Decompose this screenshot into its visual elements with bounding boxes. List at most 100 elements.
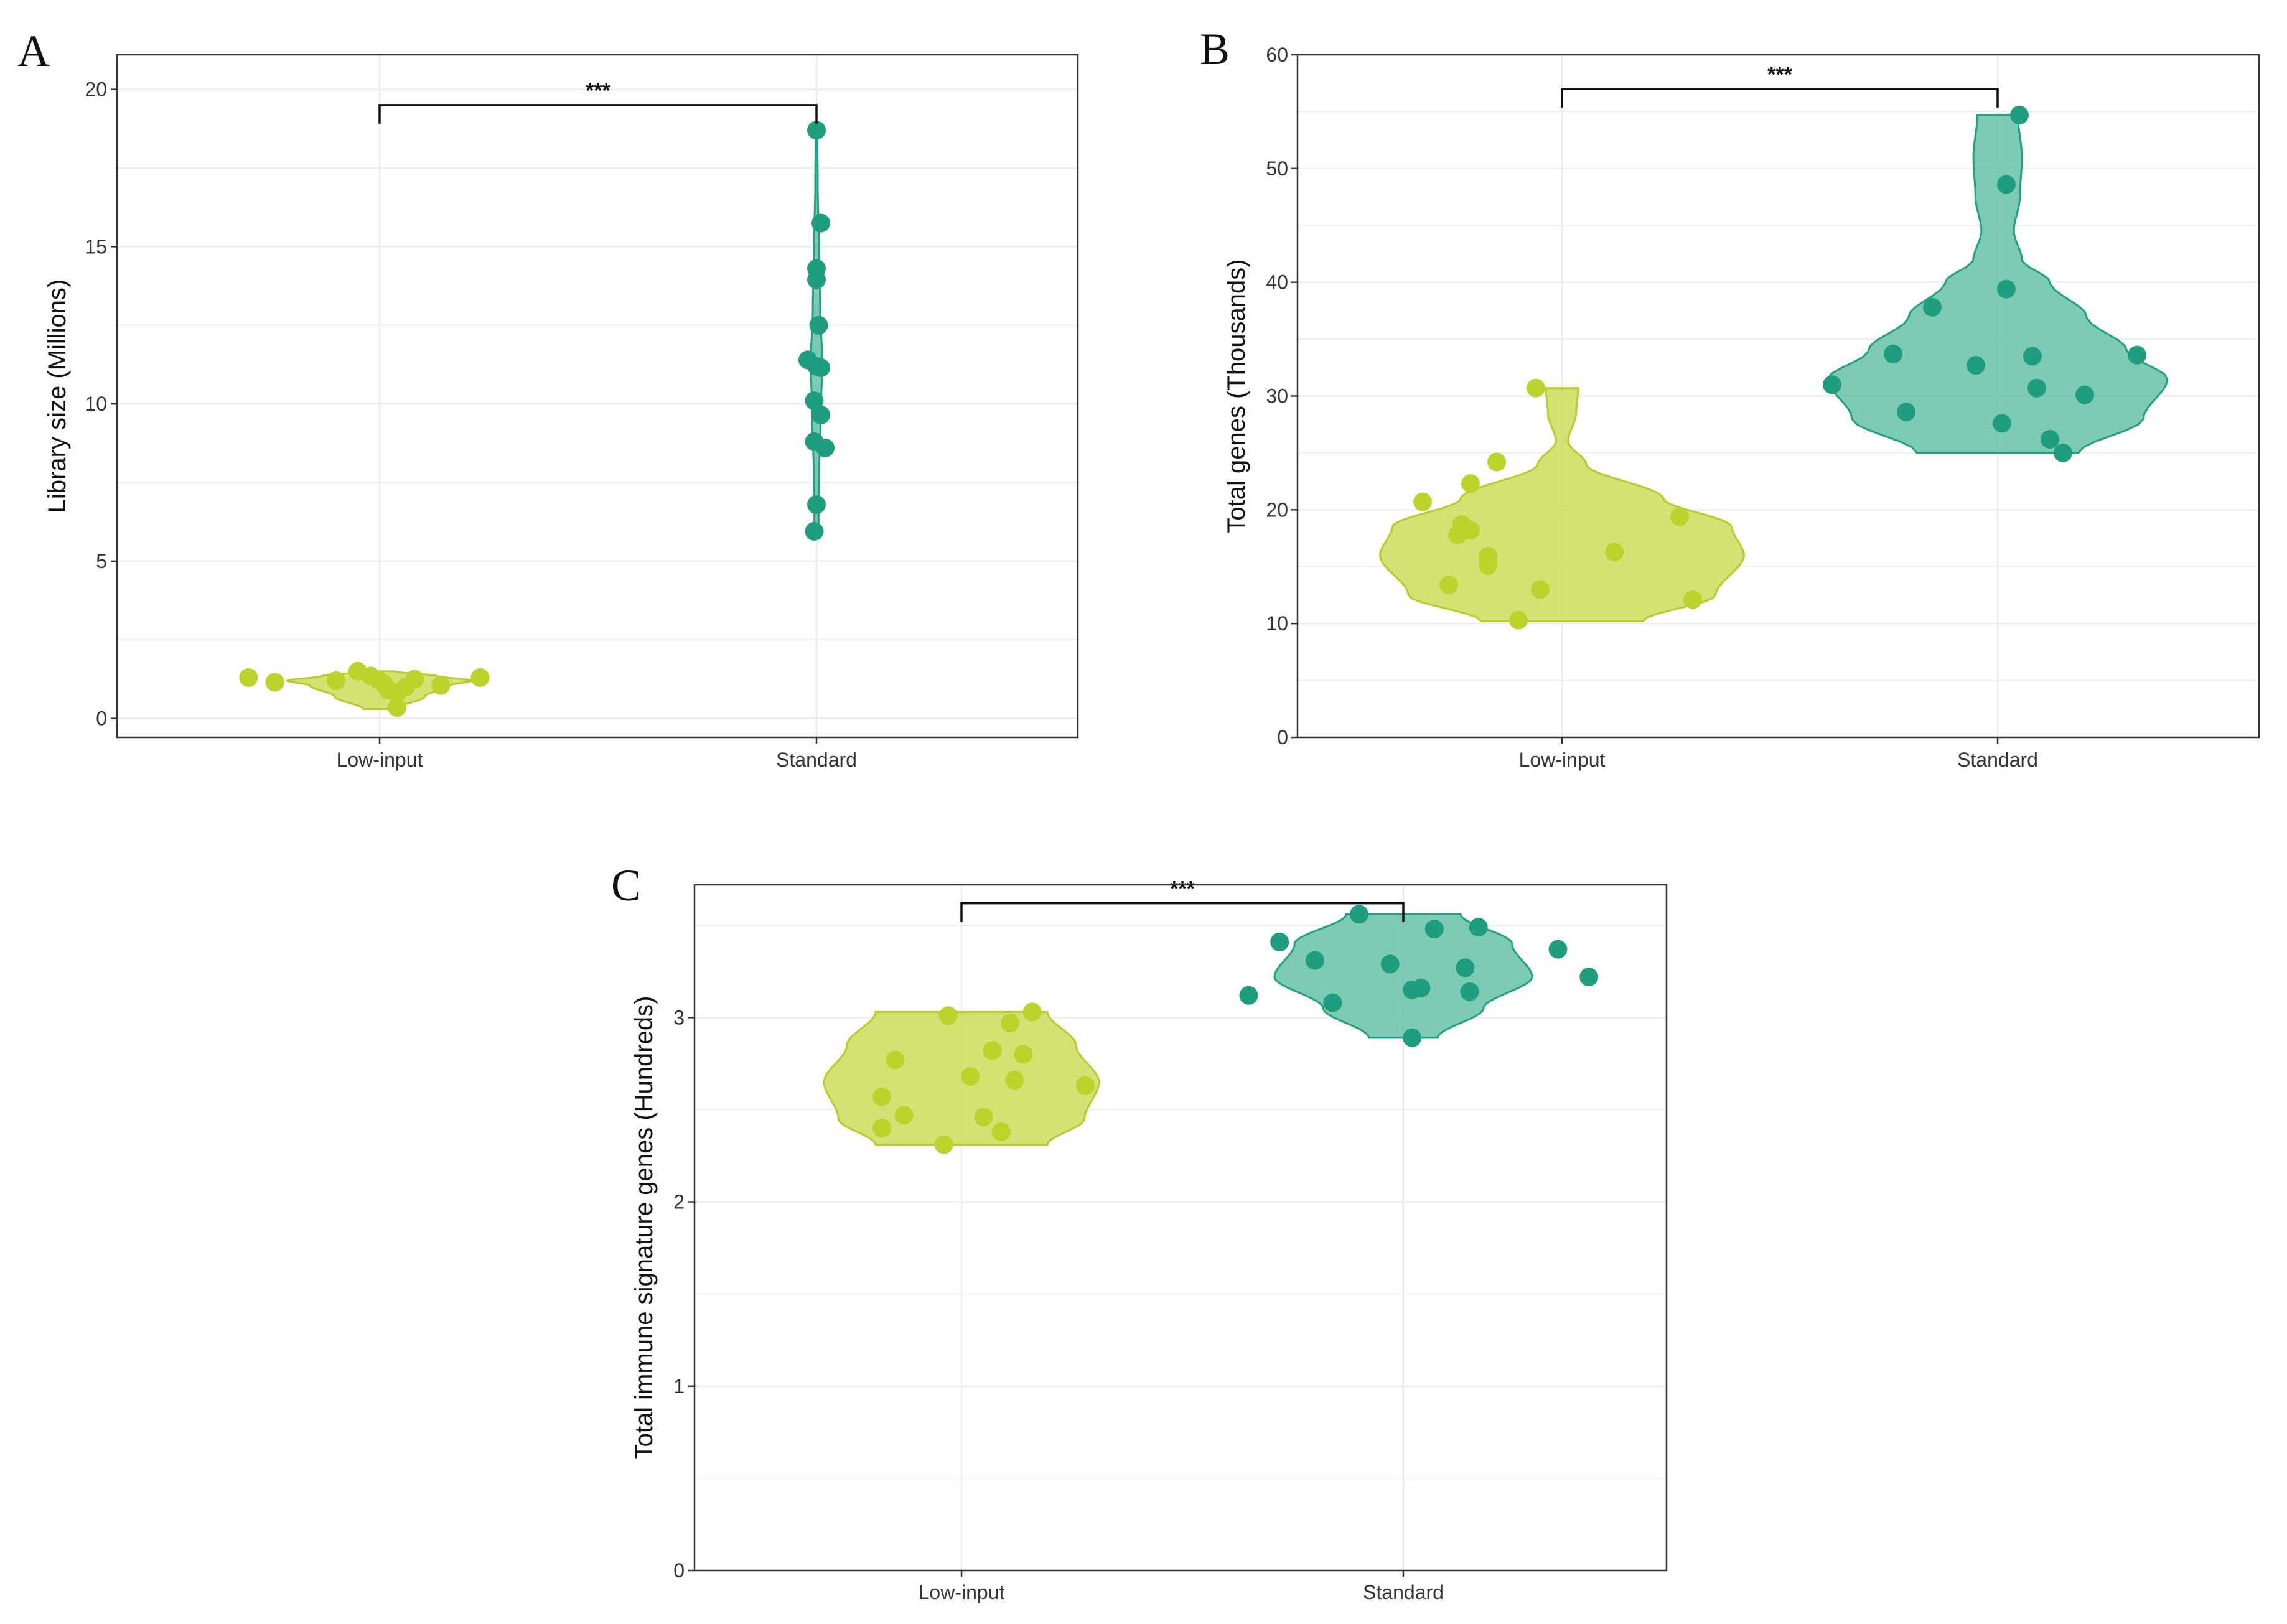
data-point [886, 1050, 905, 1070]
data-point [1306, 951, 1324, 970]
panel-c-letter: C [611, 861, 641, 910]
data-point [938, 1006, 958, 1025]
panel-c: C *** 0 1 2 3 Low-input Standard Total immune s… [611, 861, 1668, 1603]
y-tick-label: 0 [673, 1559, 685, 1582]
plot-background [117, 55, 1078, 737]
panel-a-letter: A [17, 26, 50, 76]
data-point [961, 1067, 980, 1086]
y-axis-title: Total genes (Thousands) [1223, 259, 1250, 533]
plot-b: *** 0 10 20 30 40 50 60 Low-input Standard Total g… [1223, 44, 2260, 771]
data-point [1460, 982, 1479, 1001]
x-tick-label: Standard [1957, 749, 2038, 771]
plot-background [695, 885, 1667, 1570]
data-point [1548, 940, 1568, 959]
data-point [1884, 344, 1902, 363]
y-tick-label: 3 [673, 1006, 685, 1029]
plot-a: *** 0 5 10 15 20 Low-input Standard Library size… [44, 54, 1079, 771]
y-tick-label: 40 [1266, 271, 1288, 294]
data-point [2128, 345, 2146, 365]
y-tick-label: 10 [1266, 612, 1288, 635]
data-point [811, 213, 831, 233]
y-tick-label: 5 [96, 550, 107, 572]
data-point [1993, 414, 2011, 433]
data-point [809, 315, 828, 335]
data-point [2027, 378, 2046, 398]
y-tick-label: 10 [85, 393, 107, 415]
significance-label: *** [1767, 63, 1792, 86]
panel-a: A *** 0 5 10 15 20 Low-input Standard Library si… [17, 26, 1079, 771]
data-point [1424, 920, 1444, 939]
data-point [1967, 356, 1985, 375]
data-point [1923, 297, 1942, 317]
data-point [1897, 403, 1915, 422]
data-point [1456, 958, 1475, 978]
panel-b-letter: B [1200, 24, 1230, 74]
plot-frame [116, 54, 1079, 739]
y-tick-label: 0 [96, 707, 107, 730]
data-point [1323, 993, 1342, 1012]
data-point [431, 676, 451, 695]
violin-standard [1826, 114, 2169, 454]
x-tick-label: Low-input [919, 1581, 1005, 1603]
data-point [1605, 542, 1624, 561]
data-point [2054, 443, 2072, 462]
data-point [1439, 576, 1458, 595]
data-point [816, 438, 835, 457]
data-point [1479, 556, 1497, 575]
data-point [974, 1108, 993, 1127]
data-point [1448, 525, 1467, 544]
data-point [326, 671, 345, 691]
data-point [1270, 932, 1289, 951]
data-point [1997, 279, 2016, 299]
data-point [1403, 1028, 1422, 1047]
data-point [2023, 347, 2042, 366]
data-point [807, 495, 826, 514]
y-tick-label: 60 [1266, 44, 1288, 66]
data-point [807, 270, 826, 289]
data-point [991, 1122, 1011, 1141]
panel-b: B *** 0 10 20 30 40 50 60 Low-input Standard Total… [1200, 24, 2260, 771]
data-point [894, 1106, 914, 1125]
significance-label: *** [1170, 877, 1195, 901]
data-point [811, 405, 831, 424]
data-point [1350, 905, 1368, 924]
data-point [1075, 1076, 1095, 1095]
significance-bracket [378, 104, 818, 124]
data-point [1487, 452, 1506, 472]
data-point [872, 1087, 892, 1106]
violin-low-input [1378, 387, 1746, 622]
data-point [1527, 378, 1545, 398]
y-tick-label: 2 [673, 1191, 685, 1213]
data-point [1005, 1071, 1024, 1090]
data-point [1380, 954, 1400, 974]
data-point [1579, 968, 1599, 987]
data-point [1997, 175, 2016, 194]
data-point [1531, 580, 1550, 599]
data-point [1461, 474, 1480, 493]
data-point [1239, 986, 1258, 1005]
y-tick-label: 15 [85, 235, 107, 258]
x-tick-label: Low-input [1519, 749, 1606, 771]
data-point [1001, 1014, 1020, 1033]
y-tick-label: 1 [673, 1375, 685, 1398]
data-point [1413, 492, 1432, 511]
data-point [239, 668, 258, 687]
data-point [1823, 375, 1841, 394]
data-point [265, 673, 284, 692]
x-tick-label: Low-input [337, 749, 423, 771]
y-tick-label: 50 [1266, 157, 1288, 180]
data-point [2041, 429, 2059, 449]
data-point [1403, 980, 1422, 999]
significance-bracket [1561, 88, 1999, 108]
data-point [1469, 918, 1488, 937]
x-tick-label: Standard [776, 749, 857, 771]
data-point [983, 1041, 1002, 1060]
plot-c: *** 0 1 2 3 Low-input Standard Total immune sig… [630, 877, 1668, 1603]
y-tick-label: 20 [85, 78, 107, 101]
data-point [1014, 1045, 1033, 1064]
data-point [405, 670, 424, 689]
data-point [388, 698, 407, 717]
data-point [934, 1135, 953, 1154]
data-point [1670, 507, 1689, 526]
